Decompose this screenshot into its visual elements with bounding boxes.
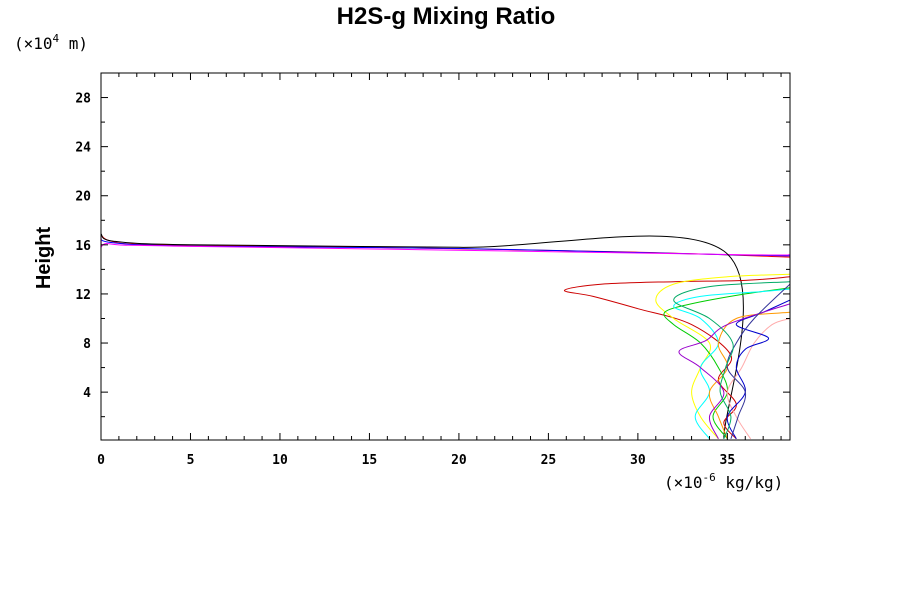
series-line-2 xyxy=(101,73,790,256)
series-line-13 xyxy=(673,281,790,439)
x-tick-label: 10 xyxy=(272,453,288,468)
series-line-7 xyxy=(673,288,790,440)
chart-title: H2S-g Mixing Ratio xyxy=(337,3,556,30)
series-line-9 xyxy=(726,299,790,440)
series-line-8 xyxy=(726,318,790,440)
x-unit-exponent: -6 xyxy=(703,471,716,484)
series-line-6 xyxy=(663,287,790,440)
x-tick-label: 5 xyxy=(187,453,195,468)
x-tick-label: 20 xyxy=(451,453,467,468)
x-unit-suffix: kg/kg) xyxy=(716,473,783,492)
plot-frame xyxy=(100,72,791,441)
y-axis-label: Height xyxy=(33,227,55,290)
series-line-5 xyxy=(655,273,790,440)
x-tick-label: 15 xyxy=(362,453,378,468)
y-unit-suffix: m) xyxy=(59,34,88,53)
x-tick-label: 35 xyxy=(720,453,736,468)
series-line-4 xyxy=(563,276,790,440)
y-tick-label: 24 xyxy=(75,141,91,156)
series-layer xyxy=(101,73,790,440)
axes-layer: 0 5 10 15 20 25 30 35 4 8 12 16 20 24 28 xyxy=(75,72,791,468)
y-tick-label: 28 xyxy=(75,92,91,107)
series-line-12 xyxy=(726,283,790,439)
x-tick-label: 25 xyxy=(541,453,557,468)
series-line-3 xyxy=(101,233,744,439)
y-unit-prefix: (×10 xyxy=(14,34,53,53)
y-tick-label: 4 xyxy=(83,386,91,401)
y-unit-label: (×104 m) xyxy=(14,32,88,53)
x-tick-label: 30 xyxy=(630,453,646,468)
y-unit-exponent: 4 xyxy=(53,32,60,45)
y-tick-label: 12 xyxy=(75,288,91,303)
x-unit-prefix: (×10 xyxy=(664,473,703,492)
series-line-10 xyxy=(708,311,790,439)
x-tick-label: 0 xyxy=(97,453,105,468)
series-line-11 xyxy=(678,303,790,440)
x-unit-label: (×10-6 kg/kg) xyxy=(664,471,783,492)
y-tick-label: 20 xyxy=(75,190,91,205)
y-tick-label: 8 xyxy=(83,337,91,352)
y-tick-label: 16 xyxy=(75,239,91,254)
